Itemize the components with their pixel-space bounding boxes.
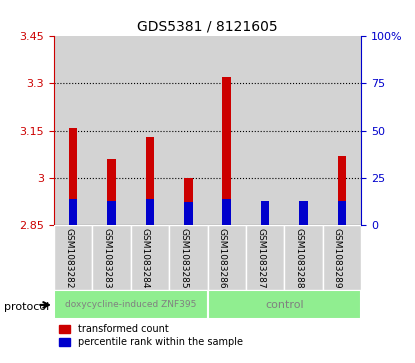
Bar (323, 36, 361, 225)
Text: GSM1083285: GSM1083285 (179, 228, 188, 289)
Text: GSM1083286: GSM1083286 (218, 228, 227, 289)
Bar (284, 36, 323, 225)
FancyBboxPatch shape (54, 225, 93, 290)
Bar (246, 36, 284, 225)
Text: GSM1083287: GSM1083287 (256, 228, 265, 289)
Text: GSM1083283: GSM1083283 (103, 228, 112, 289)
FancyBboxPatch shape (131, 225, 169, 290)
Bar (222, 77, 231, 225)
Text: GSM1083282: GSM1083282 (64, 228, 73, 289)
FancyBboxPatch shape (93, 225, 131, 290)
Bar (184, 203, 193, 225)
FancyBboxPatch shape (169, 225, 208, 290)
Bar (131, 36, 169, 225)
Bar (69, 199, 78, 225)
FancyBboxPatch shape (284, 225, 323, 290)
Text: protocol: protocol (4, 302, 49, 312)
FancyBboxPatch shape (208, 290, 361, 319)
Text: doxycycline-induced ZNF395: doxycycline-induced ZNF395 (65, 301, 196, 309)
Text: control: control (265, 300, 304, 310)
Bar (299, 200, 308, 225)
FancyBboxPatch shape (54, 290, 208, 319)
FancyBboxPatch shape (246, 225, 284, 290)
FancyBboxPatch shape (323, 225, 361, 290)
Text: GSM1083288: GSM1083288 (295, 228, 303, 289)
Bar (222, 199, 231, 225)
Bar (337, 200, 346, 225)
FancyBboxPatch shape (208, 225, 246, 290)
Bar (107, 159, 116, 225)
Bar (169, 36, 208, 225)
Bar (93, 36, 131, 225)
Legend: transformed count, percentile rank within the sample: transformed count, percentile rank withi… (59, 324, 243, 347)
Bar (107, 200, 116, 225)
Bar (261, 209, 269, 225)
Text: GSM1083284: GSM1083284 (141, 228, 150, 289)
Bar (208, 36, 246, 225)
Bar (184, 178, 193, 225)
Bar (337, 156, 346, 225)
Bar (146, 199, 154, 225)
Bar (146, 137, 154, 225)
Bar (54, 36, 92, 225)
Bar (69, 127, 78, 225)
Text: GSM1083289: GSM1083289 (333, 228, 342, 289)
Bar (261, 200, 269, 225)
Bar (299, 219, 308, 225)
Title: GDS5381 / 8121605: GDS5381 / 8121605 (137, 20, 278, 34)
